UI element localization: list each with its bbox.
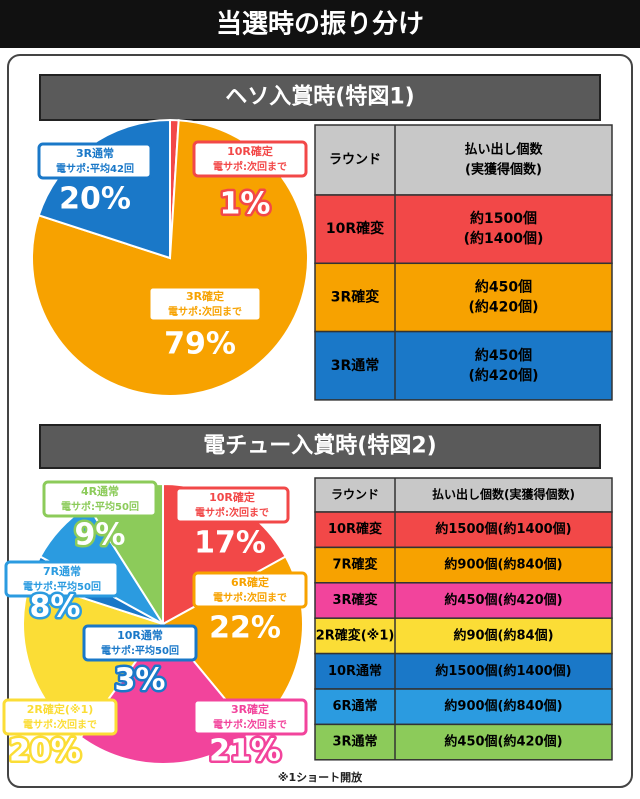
slice-value-label: 21% xyxy=(209,734,281,769)
slice-description: 電サポ:平均50回 xyxy=(23,580,101,593)
table-cell: 約450個(約420個) xyxy=(444,734,562,750)
section-heading-bar xyxy=(39,424,601,469)
table-cell: 10R通常 xyxy=(328,663,382,679)
table-cell: 3R通常 xyxy=(331,357,380,374)
slice-description: 電サポ:平均50回 xyxy=(101,644,179,657)
slice-category: 3R通常 xyxy=(76,146,114,160)
table-cell: 3R確変 xyxy=(332,592,377,608)
table-cell: 約450個 xyxy=(475,347,532,364)
label-box xyxy=(192,698,308,736)
label-box xyxy=(2,698,118,736)
title-bar xyxy=(0,0,640,48)
footnote: ※1ショート開放 xyxy=(278,770,363,784)
table-header-cell: 払い出し個数 xyxy=(464,142,543,158)
slice-description: 電サポ:平均42回 xyxy=(56,162,134,175)
table-row xyxy=(314,546,613,584)
table-cell: 約1500個(約1400個) xyxy=(435,521,571,537)
slice-value-label: 20% xyxy=(59,182,131,217)
slice-description: 電サポ:平均50回 xyxy=(61,500,139,513)
label-box xyxy=(192,140,308,178)
slice-description: 電サポ:次回まで xyxy=(213,160,287,173)
section-heading: ヘソ入賞時(特図1) xyxy=(225,84,414,110)
slice-category: 4R通常 xyxy=(81,484,119,498)
slice-category: 10R確定 xyxy=(209,490,255,504)
section-heading-bar xyxy=(39,74,601,121)
label-box xyxy=(82,624,198,662)
table-header xyxy=(314,477,613,513)
label-box xyxy=(37,142,153,180)
table-cell: (約420個) xyxy=(468,367,538,384)
slice-value-label: 1% xyxy=(220,187,271,222)
slice-value-label: 20% xyxy=(9,734,81,769)
slice-description: 電サポ:次回まで xyxy=(23,718,97,731)
label-box xyxy=(4,560,120,598)
table-cell: 10R確変 xyxy=(328,521,382,537)
slice-value-label: 3% xyxy=(115,663,166,698)
table-cell: 約1500個(約1400個) xyxy=(435,663,571,679)
slice-category: 6R確定 xyxy=(231,575,269,589)
table-cell: 3R確変 xyxy=(331,288,380,305)
table-header-cell: 払い出し個数(実獲得個数) xyxy=(432,487,575,502)
table-row xyxy=(314,262,613,333)
section-heading: 電チュー入賞時(特図2) xyxy=(203,433,436,459)
table-header-cell: (実獲得個数) xyxy=(465,162,542,178)
label-box xyxy=(147,285,263,323)
slice-category: 7R通常 xyxy=(43,564,81,578)
table-row xyxy=(314,723,613,761)
slice-category: 2R確定(※1) xyxy=(27,702,94,716)
label-box xyxy=(192,571,308,609)
label-box xyxy=(42,480,158,518)
slice-category: 10R確定 xyxy=(227,144,273,158)
table-row xyxy=(314,617,613,655)
slice-category: 3R確定 xyxy=(186,289,224,303)
table-row xyxy=(314,688,613,726)
table-cell: 約900個(約840個) xyxy=(444,698,562,714)
slice-value-label: 9% xyxy=(75,518,126,553)
slice-value-label: 8% xyxy=(30,590,81,625)
table-cell: 10R確変 xyxy=(326,220,384,237)
table-row xyxy=(314,194,613,265)
table-header xyxy=(314,124,613,196)
table-cell: 約1500個 xyxy=(470,210,537,227)
table-cell: 3R通常 xyxy=(332,734,377,750)
table-cell: (約1400個) xyxy=(464,230,544,247)
table-header-cell: ラウンド xyxy=(329,153,381,168)
table-cell: 7R確変 xyxy=(332,557,377,573)
slice-description: 電サポ:次回まで xyxy=(195,506,269,519)
table-cell: (約420個) xyxy=(468,298,538,315)
slice-description: 電サポ:次回まで xyxy=(213,591,287,604)
slice-value-label: 17% xyxy=(194,526,266,561)
page-title: 当選時の振り分け xyxy=(216,10,424,40)
table-cell: 約900個(約840個) xyxy=(444,557,562,573)
table-cell: 約90個(約84個) xyxy=(453,627,553,643)
slice-category: 10R通常 xyxy=(117,628,163,642)
slice-description: 電サポ:次回まで xyxy=(168,305,242,318)
slice-value-label: 79% xyxy=(164,327,236,362)
table-cell: 6R通常 xyxy=(332,698,377,714)
table-row xyxy=(314,582,613,619)
slice-description: 電サポ:次回まで xyxy=(213,718,287,731)
table-cell: 約450個 xyxy=(475,278,532,295)
table-row xyxy=(314,330,613,401)
table-cell: 2R確変(※1) xyxy=(316,627,395,643)
table-header-cell: ラウンド xyxy=(331,488,379,502)
label-box xyxy=(174,486,290,524)
slice-value-label: 22% xyxy=(209,611,281,646)
table-cell: 約450個(約420個) xyxy=(444,592,562,608)
slice-category: 3R確定 xyxy=(231,702,269,716)
